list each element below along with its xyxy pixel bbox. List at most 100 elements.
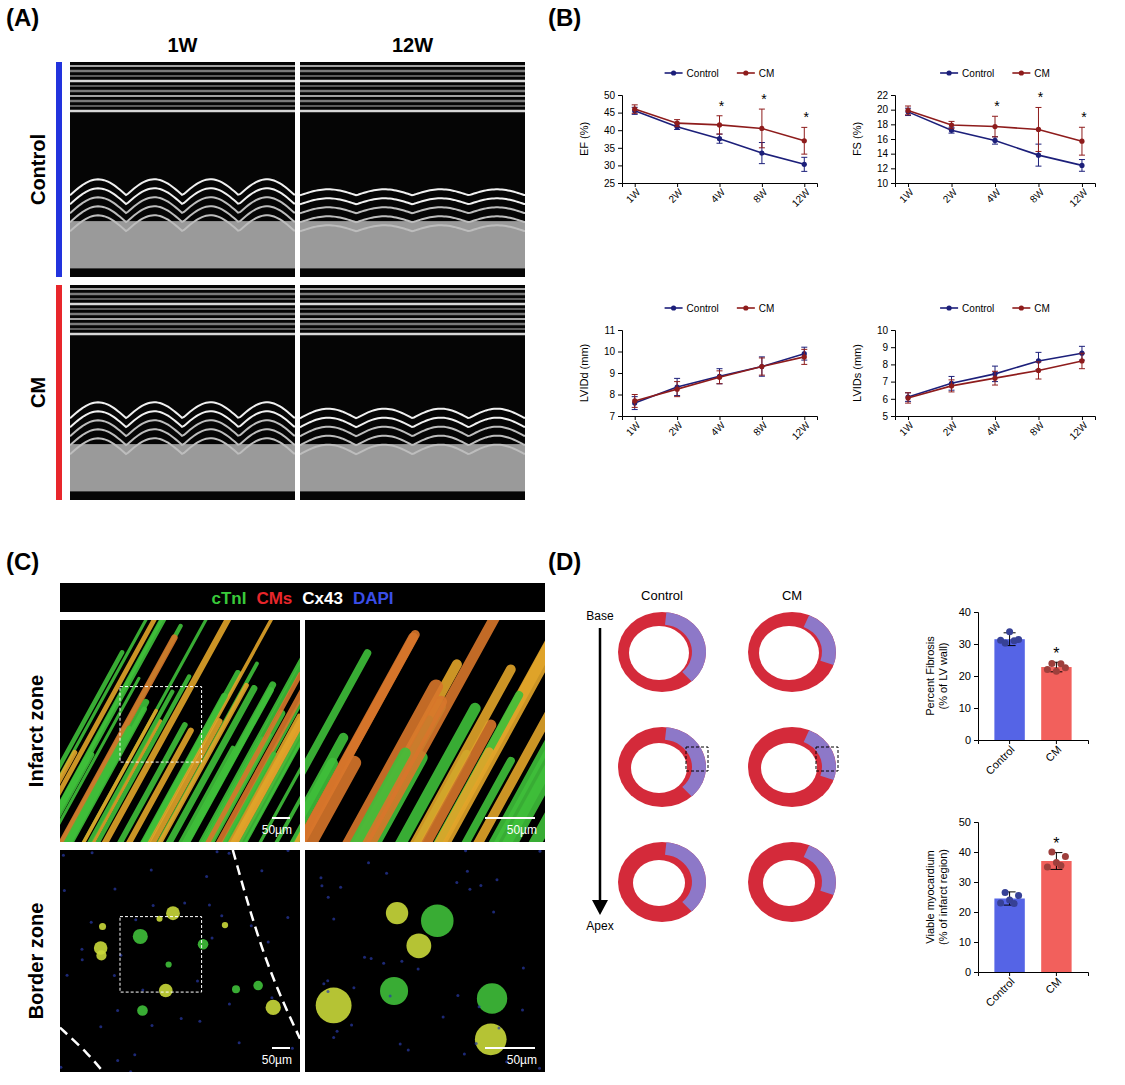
heart-section (618, 842, 706, 922)
significance-mark: * (994, 98, 1000, 114)
point (1079, 358, 1084, 363)
tick: 1W (897, 183, 916, 205)
tick-label: 30 (959, 638, 971, 650)
tick: 20 (959, 906, 978, 918)
tick-label: 30 (959, 876, 971, 888)
tick: 12W (1067, 416, 1090, 442)
tick-mark (635, 416, 636, 420)
column-label: 12W (392, 34, 433, 56)
tick-label: 12 (877, 163, 889, 174)
axis: 253035404550 (604, 90, 623, 189)
axis-line (974, 613, 979, 741)
point (632, 106, 637, 111)
tick-mark (618, 373, 622, 374)
microscopy-image: 50µm (59, 849, 300, 1073)
tick-label: Control (983, 975, 1017, 1009)
tick: 4W (709, 183, 728, 205)
point (1053, 668, 1060, 675)
error-bar (1079, 353, 1085, 368)
error-bar (949, 121, 955, 128)
error-bar (717, 371, 723, 384)
point (992, 138, 997, 143)
significance-mark: * (761, 91, 767, 107)
point (997, 900, 1004, 907)
tick-mark (891, 139, 895, 140)
tick-label: 45 (604, 107, 616, 118)
error-bar (674, 120, 680, 127)
tick-mark (995, 183, 996, 187)
tick-mark (974, 740, 978, 741)
series-line (908, 110, 1082, 141)
line-chart: 2530354045501W2W4W8W12W***ControlCMEF (%… (578, 68, 818, 209)
tick-label: 7 (609, 411, 615, 422)
point (717, 122, 722, 127)
tick-label: 2W (941, 186, 960, 205)
tick: 14 (877, 148, 895, 159)
series-line (635, 354, 805, 403)
tick-mark (891, 168, 895, 169)
tick-label: 2W (666, 419, 685, 438)
legend: ControlCM (940, 303, 1050, 314)
panel-label: (A) (6, 4, 39, 31)
axis-line (623, 417, 818, 421)
error-bar (801, 127, 807, 154)
tick-label: 40 (604, 125, 616, 136)
scale-bar-label: 50µm (507, 823, 537, 837)
error-bar (949, 380, 955, 392)
tick-label: 8W (1028, 186, 1047, 205)
point (1002, 889, 1009, 896)
tick-mark (762, 183, 763, 187)
tick: 10 (604, 346, 622, 357)
tick-label: 0 (965, 966, 971, 978)
point (802, 354, 807, 359)
legend-label: CM (759, 303, 775, 314)
axis-line (623, 184, 818, 188)
tick-mark (1082, 183, 1083, 187)
point (1079, 163, 1084, 168)
axis-title: FS (%) (851, 122, 863, 156)
axis-line (891, 331, 896, 417)
channel-label: CMs (256, 589, 292, 608)
point (949, 383, 954, 388)
tick-mark (1038, 416, 1039, 420)
tick: 16 (877, 134, 895, 145)
error-bar (759, 358, 765, 375)
tick: 6 (882, 394, 895, 405)
point (759, 364, 764, 369)
tick-label: 0 (965, 734, 971, 746)
row-label: Infarct zone (25, 675, 47, 787)
tick-label: 8W (1028, 419, 1047, 438)
axis-title: EF (%) (578, 122, 590, 156)
axis: 1W2W4W8W12W (896, 416, 1096, 442)
tick-label: 8 (609, 389, 615, 400)
tick-label: 12W (1067, 186, 1090, 209)
tick: 20 (877, 104, 895, 115)
axis-line (979, 973, 1089, 977)
tick-mark (618, 113, 622, 114)
point (1062, 853, 1069, 860)
tick-mark (635, 183, 636, 187)
tick: 40 (959, 846, 978, 858)
tick-mark (908, 183, 909, 187)
legend-item: CM (1012, 68, 1050, 79)
point (1044, 666, 1051, 673)
tick: 2W (666, 183, 685, 205)
tick: 10 (877, 325, 895, 336)
tick-mark (974, 972, 978, 973)
tick: 12W (790, 416, 813, 442)
line-chart: 56789101W2W4W8W12WControlCMLVIDs (mm) (851, 303, 1096, 442)
tick-label: 20 (959, 670, 971, 682)
point (675, 121, 680, 126)
legend-item: CM (737, 68, 775, 79)
tick-mark (891, 399, 895, 400)
legend-label: CM (759, 68, 775, 79)
point (759, 150, 764, 155)
bar-chart: 01020304050ControlCM*Viable myocardium(%… (924, 816, 1089, 1009)
tick-mark (974, 852, 978, 853)
tick: 0 (965, 966, 978, 978)
tick: 1W (624, 416, 643, 438)
plot-area (905, 346, 1085, 403)
tick-mark (804, 416, 805, 420)
tick: 9 (609, 368, 622, 379)
echo-image (300, 285, 525, 500)
